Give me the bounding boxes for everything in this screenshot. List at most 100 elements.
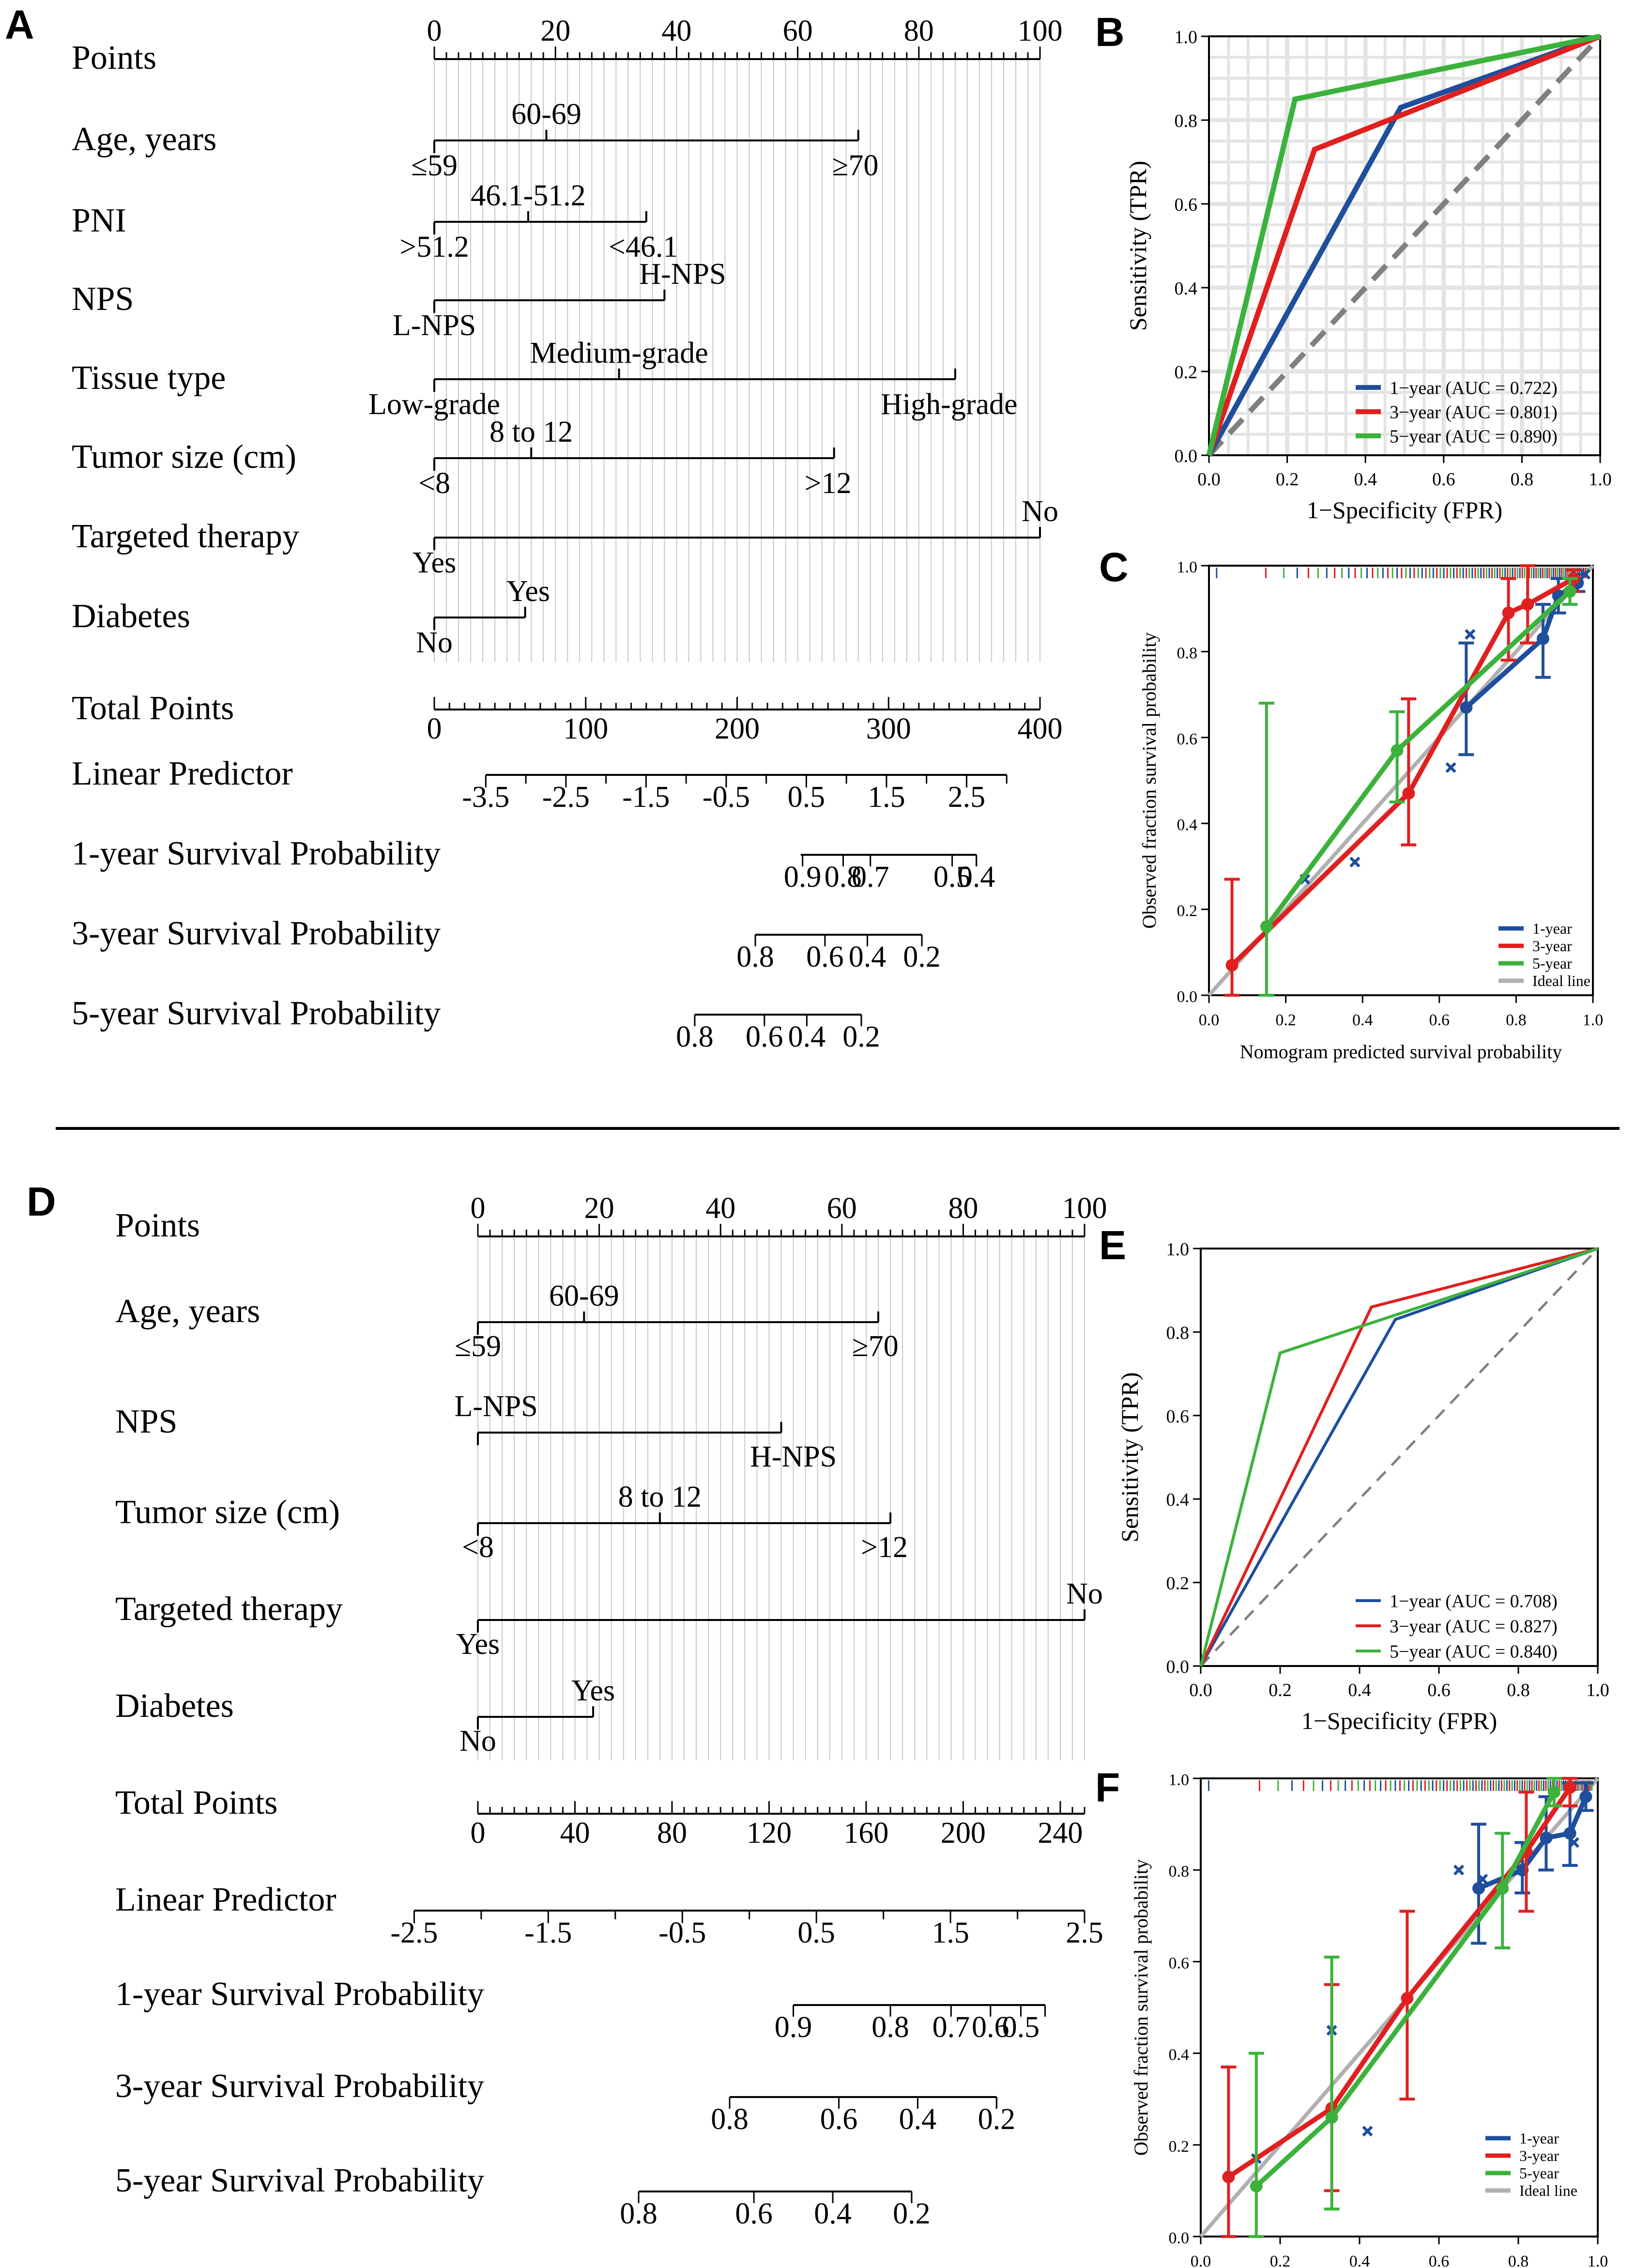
nomo-d-axis-tick-label: 0.6 <box>735 2197 773 2230</box>
nomo-d-axis-tick-label: -0.5 <box>658 1916 706 1949</box>
chart-c-point <box>1391 744 1404 757</box>
chart-c-x-tick-label: 0.8 <box>1506 1011 1527 1029</box>
nomo-d-axis-tick-label: 100 <box>1062 1192 1107 1225</box>
nomo-d-axis-tick-label: 2.5 <box>1066 1916 1103 1949</box>
panel-label-d: D <box>27 1179 56 1224</box>
nomo-a-factor-level-label: ≤59 <box>411 149 458 182</box>
chart-c-point <box>1502 606 1515 619</box>
chart-e-x-tick-label: 0.8 <box>1507 1680 1530 1700</box>
chart-e-x-tick-label: 0.2 <box>1269 1680 1292 1700</box>
chart-f-y-tick-label: 0.8 <box>1169 1863 1190 1881</box>
nomo-d-factor-level-label: ≤59 <box>455 1330 501 1363</box>
chart-b-legend-label: 1−year (AUC = 0.722) <box>1390 378 1558 398</box>
chart-f-cross-marker <box>1477 1873 1488 1885</box>
nomo-d-factor-level-label: Yes <box>571 1674 615 1707</box>
nomo-a-factor-level-label: Yes <box>506 575 550 608</box>
chart-b-legend-label: 5−year (AUC = 0.890) <box>1390 426 1558 447</box>
nomo-d-axis-tick-label: 60 <box>827 1192 857 1225</box>
nomo-a-row-label: Points <box>72 39 156 77</box>
nomo-a-axis-tick-label: 0.6 <box>806 941 844 973</box>
nomo-d-axis-tick-label: 0.2 <box>978 2103 1016 2136</box>
nomo-d-axis-tick-label: 0.8 <box>620 2197 657 2230</box>
nomo-d-row-label: 3-year Survival Probability <box>115 2067 484 2105</box>
nomo-d-row-label: NPS <box>115 1403 177 1440</box>
nomo-a-factor-level-label: ≥70 <box>832 149 878 182</box>
chart-e-x-tick-label: 1.0 <box>1586 1680 1609 1700</box>
panel-label-a: A <box>5 2 34 47</box>
nomo-a-axis-tick-label: 0.8 <box>825 861 862 894</box>
chart-c-point <box>1460 701 1473 714</box>
chart-c-point <box>1225 958 1238 972</box>
nomo-a-axis-tick-label: -0.5 <box>703 781 750 814</box>
chart-e-x-tick-label: 0.0 <box>1189 1680 1212 1700</box>
chart-c-y-tick-label: 1.0 <box>1177 558 1198 576</box>
chart-f-point <box>1579 1790 1592 1803</box>
nomo-d-axis-tick-label: 0.5 <box>797 1916 835 1949</box>
nomo-a-factor-level-label: H-NPS <box>639 258 726 291</box>
nomo-a-factor-level-label: 60-69 <box>511 98 581 131</box>
nomo-a-axis-tick-label: -2.5 <box>542 781 590 814</box>
nomo-a-axis-tick-label: -3.5 <box>462 781 509 814</box>
nomo-a-row-label: Tissue type <box>72 359 226 397</box>
nomo-a-axis-tick-label: 80 <box>904 15 934 47</box>
nomo-d-axis-tick-label: -2.5 <box>390 1916 438 1949</box>
chart-f-legend-label: 1-year <box>1519 2129 1559 2147</box>
chart-f-series-line <box>1254 1791 1557 2188</box>
nomo-a-row-label: Age, years <box>72 121 216 158</box>
nomo-d-factor-level-label: <8 <box>462 1531 494 1564</box>
chart-b-x-tick-label: 0.0 <box>1197 469 1221 490</box>
chart-e-legend-label: 5−year (AUC = 0.840) <box>1390 1641 1558 1662</box>
chart-c-cross-marker <box>1580 569 1591 580</box>
nomo-a-axis-tick-label: 200 <box>715 712 760 745</box>
chart-b-x-tick-label: 0.6 <box>1432 469 1455 490</box>
nomo-a-factor-level-label: Medium-grade <box>530 337 708 370</box>
chart-e-y-tick-label: 0.0 <box>1166 1657 1190 1677</box>
chart-b-y-tick-label: 0.2 <box>1175 362 1198 383</box>
nomogram-a: Points 0 20 40 60 80 100 Age, years 60-69 ≤59 ≥70 P… <box>72 15 1063 1053</box>
chart-f-point <box>1401 1992 1414 2005</box>
nomo-a-row-label: 3-year Survival Probability <box>72 915 441 952</box>
chart-e-y-tick-label: 0.2 <box>1166 1574 1190 1594</box>
nomo-a-factor-level-label: <46.1 <box>609 231 678 263</box>
chart-f-x-tick-label: 0.0 <box>1191 2253 1211 2268</box>
chart-f-point <box>1222 2171 1235 2184</box>
nomo-a-axis-tick-label: 1.5 <box>868 781 905 814</box>
chart-f-y-tick-label: 1.0 <box>1169 1771 1190 1789</box>
chart-b-x-tick-label: 0.4 <box>1354 469 1377 490</box>
chart-f-y-tick-label: 0.2 <box>1169 2138 1190 2156</box>
chart-f-cross-marker <box>1568 1837 1579 1848</box>
panel-label-c: C <box>1099 544 1129 590</box>
nomo-a-axis-tick-label: 0.2 <box>842 1020 880 1053</box>
nomo-a-row-label: 1-year Survival Probability <box>72 835 441 872</box>
chart-c-y-tick-label: 0.2 <box>1177 902 1198 920</box>
chart-b-x-tick-label: 0.8 <box>1511 469 1534 490</box>
chart-f-point <box>1563 1827 1576 1840</box>
chart-e-x-axis-label: 1−Specificity (FPR) <box>1301 1707 1498 1734</box>
chart-e-x-tick-label: 0.4 <box>1348 1680 1371 1700</box>
nomo-a-axis-tick-label: 0.2 <box>903 941 941 973</box>
nomo-a-axis-tick-label: 0 <box>427 712 442 745</box>
chart-b-frame <box>1208 35 1601 456</box>
chart-c-y-tick-label: 0.8 <box>1177 644 1198 662</box>
chart-f-point <box>1563 1781 1576 1794</box>
chart-c-legend-label: Ideal line <box>1532 972 1590 989</box>
nomo-a-axis-tick-label: 0.8 <box>736 941 774 973</box>
nomo-a-axis-tick-label: 100 <box>1018 15 1063 47</box>
chart-f-y-axis-label: Observed fraction survival probability <box>1130 1859 1152 2156</box>
chart-b-x-tick-label: 0.2 <box>1276 469 1299 490</box>
nomo-d-axis-tick-label: 0.9 <box>775 2011 812 2044</box>
chart-e-frame <box>1200 1248 1599 1667</box>
chart-f-x-tick-label: 0.6 <box>1429 2253 1450 2268</box>
nomo-a-row-label: Diabetes <box>72 598 190 635</box>
nomo-d-axis-tick-label: 1.5 <box>932 1916 969 1949</box>
chart-f-x-tick-label: 0.4 <box>1349 2253 1370 2268</box>
nomo-a-axis-tick-label: 100 <box>563 712 608 745</box>
chart-c-y-tick-label: 0.4 <box>1177 816 1198 834</box>
chart-f-point <box>1547 1786 1560 1799</box>
chart-f-y-tick-label: 0.6 <box>1169 1954 1190 1972</box>
nomo-d-row-label: Linear Predictor <box>115 1881 336 1918</box>
roc-chart-e: 0.0 0.0 0.2 0.2 0.4 0.4 0.6 0.6 0.8 0.8 1.0 1.0 1−Sp… <box>1116 1239 1609 1734</box>
chart-f-cross-marker <box>1453 1865 1465 1876</box>
chart-f-point <box>1540 1831 1553 1844</box>
